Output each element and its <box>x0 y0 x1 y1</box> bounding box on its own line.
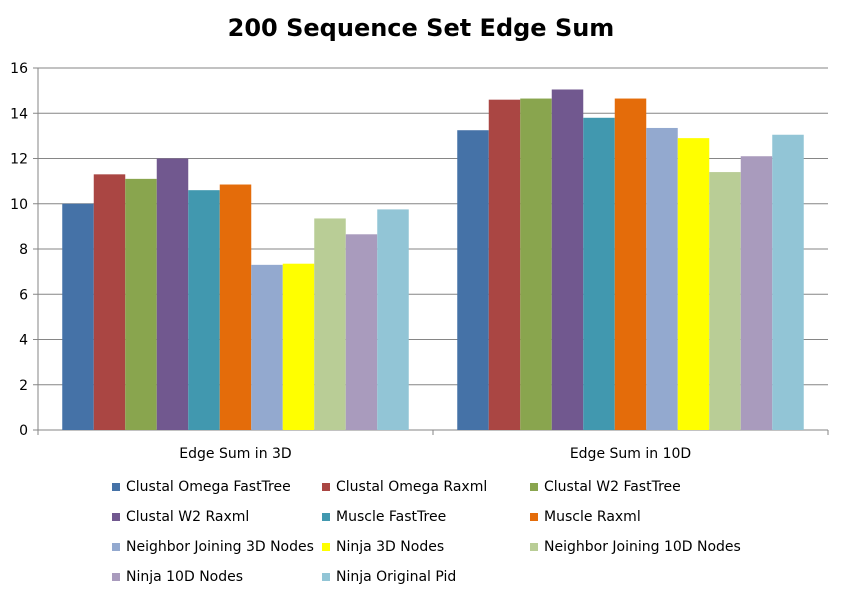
legend-swatch <box>112 573 120 581</box>
y-tick-label: 6 <box>19 287 28 303</box>
legend-item: Ninja Original Pid <box>322 567 456 587</box>
legend-label: Ninja Original Pid <box>336 569 457 585</box>
bar <box>156 158 189 430</box>
y-tick-label: 0 <box>19 423 28 439</box>
y-tick-label: 16 <box>10 61 28 77</box>
bar <box>772 134 804 430</box>
y-tick-label: 2 <box>19 378 28 394</box>
legend-label: Ninja 3D Nodes <box>336 539 445 555</box>
bar <box>520 98 552 430</box>
legend-label: Neighbor Joining 10D Nodes <box>544 539 741 555</box>
legend-item: Neighbor Joining 3D Nodes <box>112 537 314 557</box>
bar <box>551 89 584 431</box>
legend-swatch <box>112 483 120 491</box>
bar <box>709 172 741 430</box>
legend-label: Clustal Omega FastTree <box>126 479 291 495</box>
bar <box>677 138 710 430</box>
legend-swatch <box>530 483 538 491</box>
bar <box>219 184 252 430</box>
bar <box>377 209 409 430</box>
chart-title: 200 Sequence Set Edge Sum <box>227 14 615 42</box>
legend-item: Clustal Omega FastTree <box>112 477 291 497</box>
bar <box>314 218 346 430</box>
legend-swatch <box>530 543 538 551</box>
legend-label: Ninja 10D Nodes <box>126 569 244 585</box>
legend-swatch <box>530 513 538 521</box>
y-tick-label: 12 <box>10 152 28 168</box>
legend-label: Muscle FastTree <box>336 509 447 525</box>
bar <box>583 117 615 431</box>
legend-label: Clustal W2 Raxml <box>126 509 250 525</box>
legend-item: Ninja 10D Nodes <box>112 567 243 587</box>
legend-item: Ninja 3D Nodes <box>322 537 444 557</box>
bar <box>457 130 489 430</box>
legend-swatch <box>112 543 120 551</box>
bar <box>488 99 521 431</box>
legend-item: Clustal W2 Raxml <box>112 507 249 527</box>
legend-swatch <box>112 513 120 521</box>
legend-label: Neighbor Joining 3D Nodes <box>126 539 314 555</box>
bar <box>188 190 220 430</box>
bar <box>740 156 773 431</box>
legend-swatch <box>322 513 330 521</box>
bar <box>345 234 378 430</box>
bar <box>125 178 157 430</box>
legend-item: Neighbor Joining 10D Nodes <box>530 537 741 557</box>
bar-chart: 0 2 4 6 8 10 12 14 16 Edge Sum in 3D Edge Sum in 1… <box>10 61 829 462</box>
legend-item: Muscle Raxml <box>530 507 641 527</box>
y-tick-label: 4 <box>19 333 28 349</box>
bar <box>646 127 678 431</box>
y-tick-label: 14 <box>10 106 28 122</box>
bar <box>614 98 647 430</box>
legend-item: Clustal Omega Raxml <box>322 477 487 497</box>
y-tick-label: 8 <box>19 242 28 258</box>
legend-swatch <box>322 483 330 491</box>
legend-swatch <box>322 543 330 551</box>
legend-label: Muscle Raxml <box>544 509 641 525</box>
legend-label: Clustal Omega Raxml <box>336 479 488 495</box>
legend-item: Clustal W2 FastTree <box>530 477 681 497</box>
bar <box>62 203 94 430</box>
x-tick-label: Edge Sum in 10D <box>570 446 691 462</box>
legend-label: Clustal W2 FastTree <box>544 479 681 495</box>
bar <box>282 263 315 430</box>
x-tick-label: Edge Sum in 3D <box>179 446 291 462</box>
y-tick-label: 10 <box>10 197 28 213</box>
legend-item: Muscle FastTree <box>322 507 446 527</box>
legend-swatch <box>322 573 330 581</box>
bar <box>251 264 283 430</box>
bar <box>93 174 126 430</box>
